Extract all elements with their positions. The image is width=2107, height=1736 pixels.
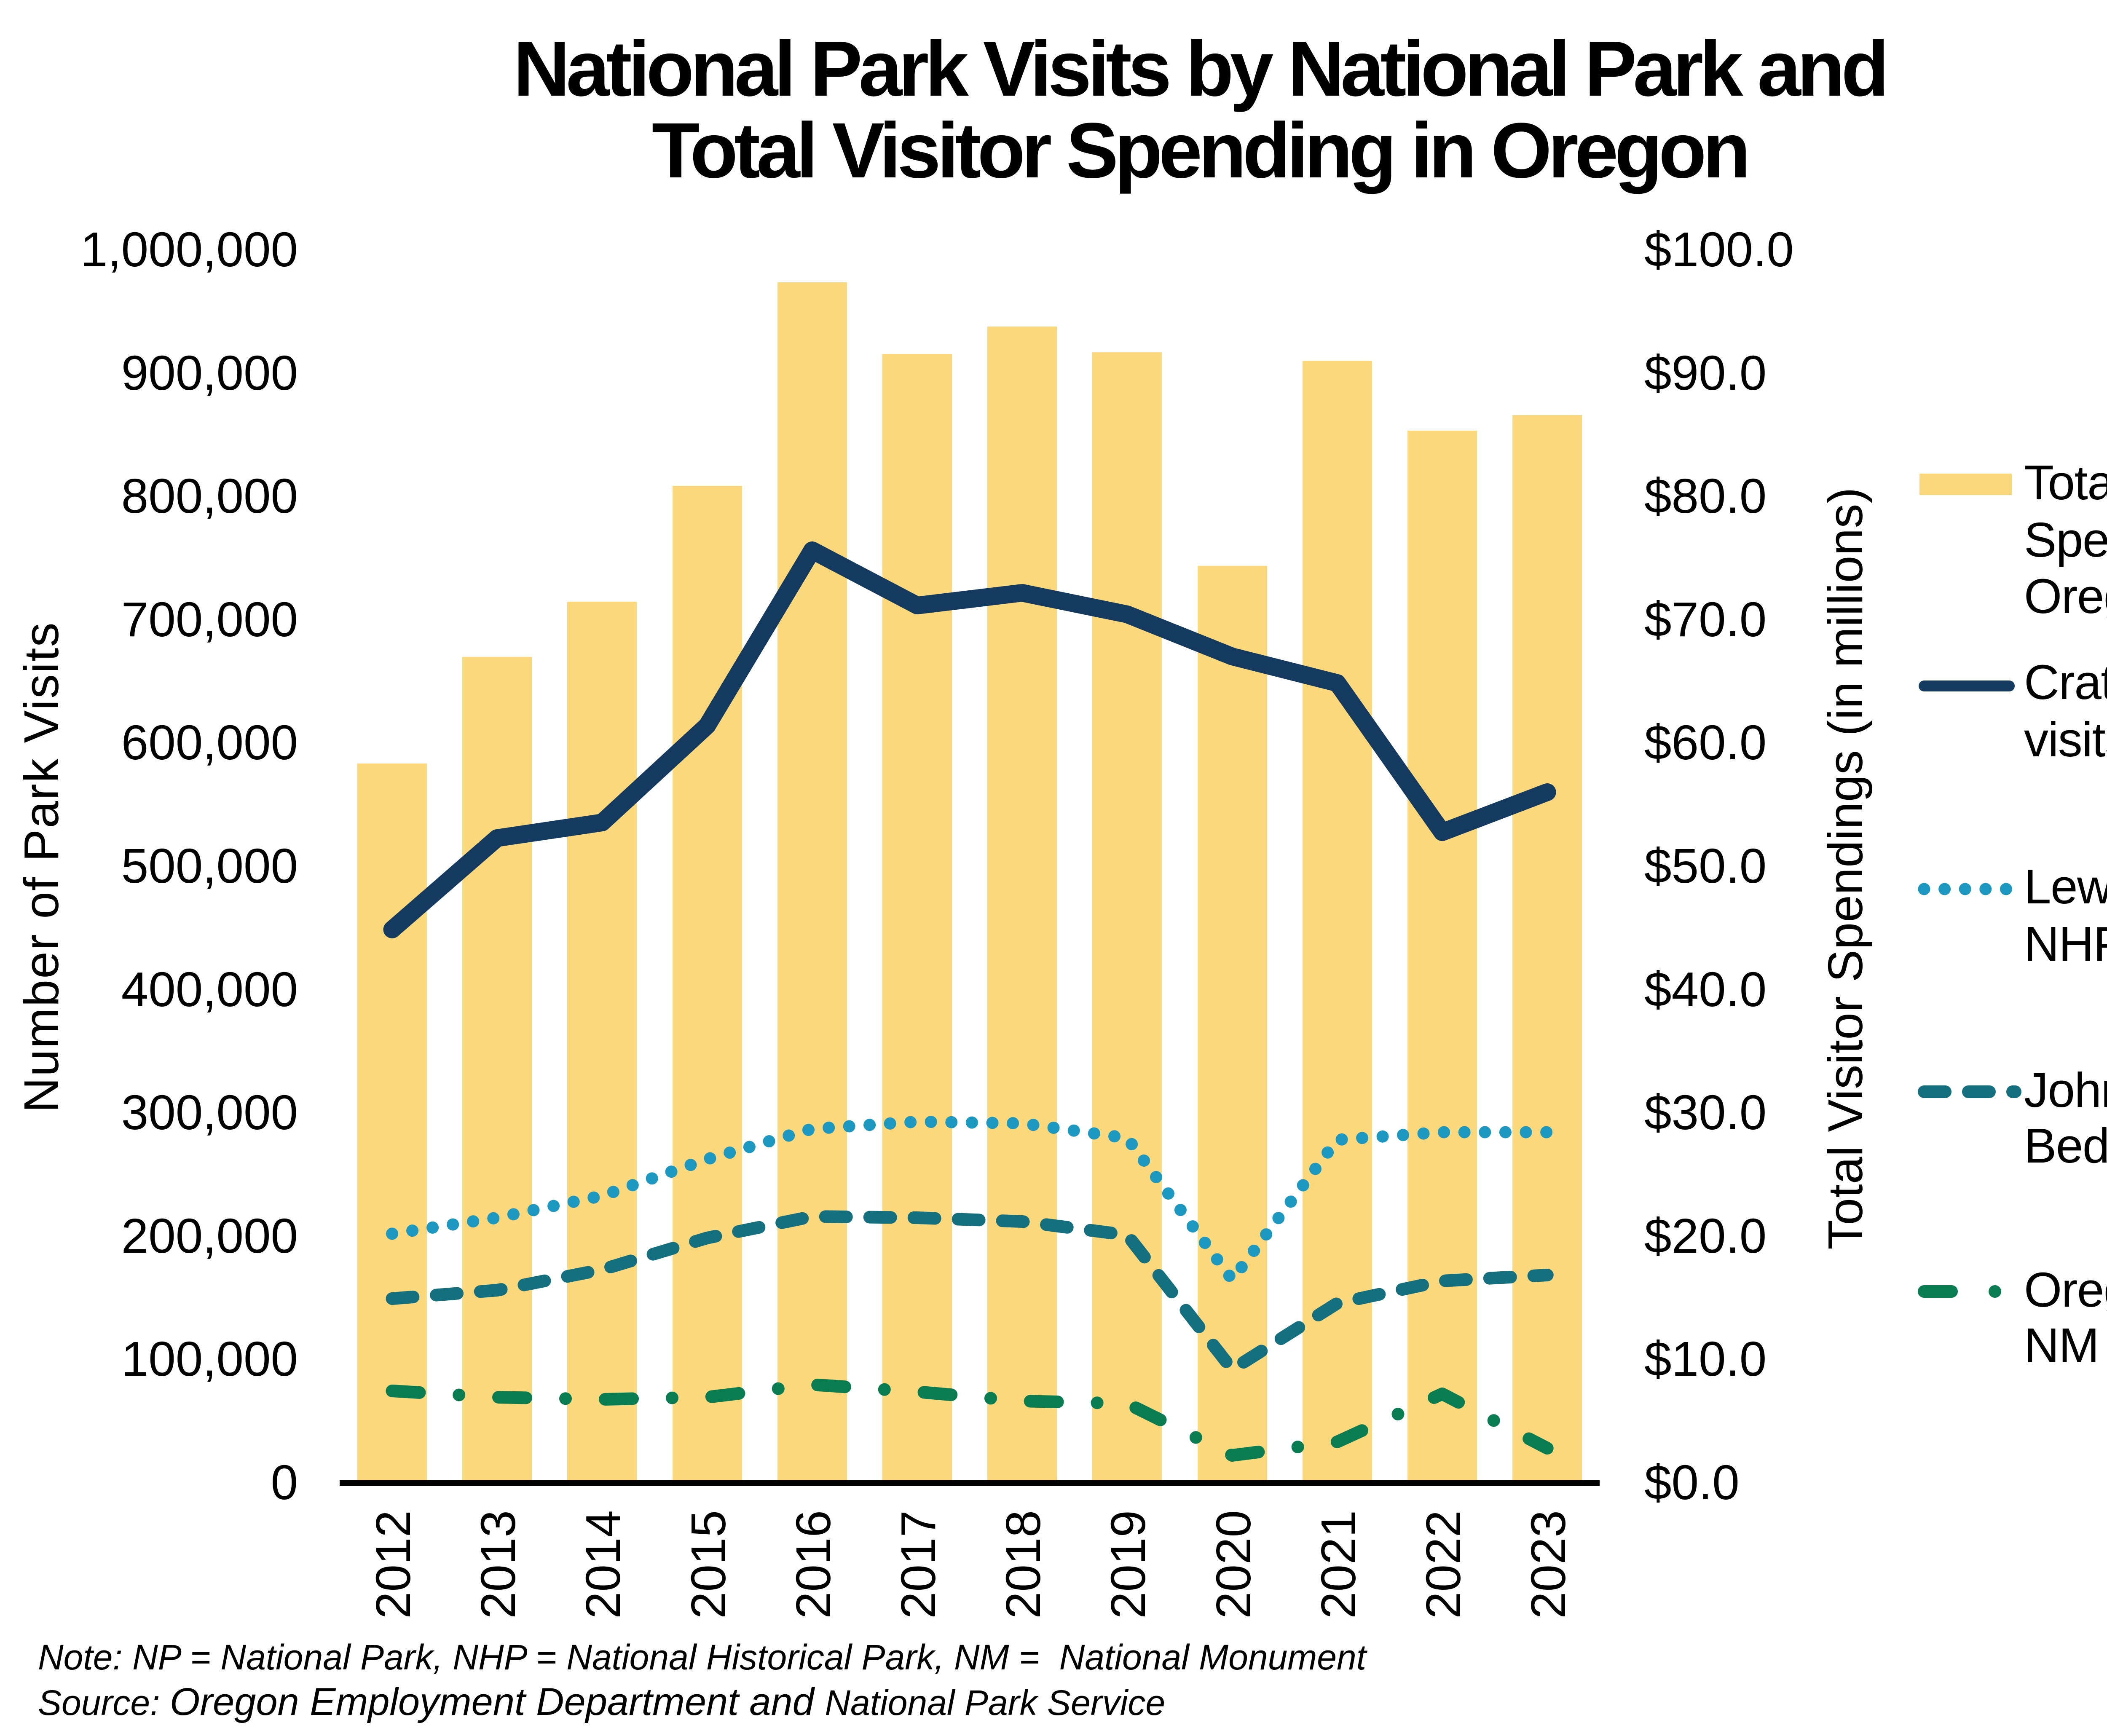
svg-text:$80.0: $80.0 <box>1644 469 1767 523</box>
svg-text:John Day Fossil: John Day Fossil <box>2024 1063 2107 1117</box>
svg-text:600,000: 600,000 <box>121 715 298 770</box>
svg-text:National Park Visits by Nation: National Park Visits by National Park an… <box>513 25 1885 113</box>
svg-text:Crater Lake NP: Crater Lake NP <box>2024 655 2107 710</box>
svg-text:200,000: 200,000 <box>121 1208 298 1263</box>
svg-text:Lewis & Clark: Lewis & Clark <box>2024 859 2107 914</box>
svg-text:$30.0: $30.0 <box>1644 1085 1767 1140</box>
svg-text:Note: NP = National Park, NHP: Note: NP = National Park, NHP = National… <box>38 1637 1368 1677</box>
svg-text:$60.0: $60.0 <box>1644 715 1767 770</box>
svg-text:0: 0 <box>271 1455 298 1510</box>
svg-text:700,000: 700,000 <box>121 592 298 647</box>
svg-text:Total Visitor: Total Visitor <box>2024 455 2107 510</box>
svg-text:2015: 2015 <box>681 1510 736 1619</box>
svg-text:2020: 2020 <box>1206 1510 1261 1619</box>
svg-text:2012: 2012 <box>366 1510 421 1619</box>
svg-text:400,000: 400,000 <box>121 962 298 1017</box>
svg-text:1,000,000: 1,000,000 <box>80 222 298 277</box>
svg-text:800,000: 800,000 <box>121 469 298 523</box>
svg-text:2016: 2016 <box>786 1510 841 1619</box>
svg-text:Total Visitor Spendings (in mi: Total Visitor Spendings (in millions) <box>1818 487 1873 1250</box>
svg-text:Oregon: Oregon <box>2024 569 2107 624</box>
svg-text:$20.0: $20.0 <box>1644 1208 1767 1263</box>
svg-text:2019: 2019 <box>1101 1510 1155 1619</box>
svg-text:2013: 2013 <box>471 1510 525 1619</box>
svg-text:$50.0: $50.0 <box>1644 839 1767 893</box>
svg-text:Beds NM visits: Beds NM visits <box>2024 1118 2107 1173</box>
svg-text:2022: 2022 <box>1416 1510 1471 1619</box>
svg-text:$10.0: $10.0 <box>1644 1331 1767 1386</box>
svg-text:$90.0: $90.0 <box>1644 346 1767 400</box>
svg-text:2018: 2018 <box>996 1510 1051 1619</box>
svg-text:2014: 2014 <box>576 1510 630 1619</box>
svg-text:$0.0: $0.0 <box>1644 1455 1740 1510</box>
svg-text:100,000: 100,000 <box>121 1331 298 1386</box>
svg-text:500,000: 500,000 <box>121 839 298 893</box>
svg-text:Number of Park Visits: Number of Park Visits <box>14 622 69 1113</box>
svg-text:NM visits: NM visits <box>2024 1318 2107 1373</box>
svg-text:300,000: 300,000 <box>121 1085 298 1140</box>
svg-text:2023: 2023 <box>1521 1510 1576 1619</box>
svg-text:NHP visits: NHP visits <box>2024 916 2107 971</box>
svg-text:$100.0: $100.0 <box>1644 222 1794 277</box>
svg-text:Oregon Caves: Oregon Caves <box>2024 1262 2107 1317</box>
svg-text:Source: Oregon Employment Depa: Source: Oregon Employment Department and… <box>38 1680 1165 1723</box>
svg-text:$70.0: $70.0 <box>1644 592 1767 647</box>
svg-text:Total Visitor Spending in Oreg: Total Visitor Spending in Oregon <box>652 107 1747 194</box>
svg-text:$40.0: $40.0 <box>1644 962 1767 1017</box>
svg-text:Spending in: Spending in <box>2024 512 2107 567</box>
svg-text:2021: 2021 <box>1311 1510 1366 1619</box>
svg-text:2017: 2017 <box>891 1510 946 1619</box>
svg-text:900,000: 900,000 <box>121 346 298 400</box>
svg-text:visits: visits <box>2024 712 2107 767</box>
